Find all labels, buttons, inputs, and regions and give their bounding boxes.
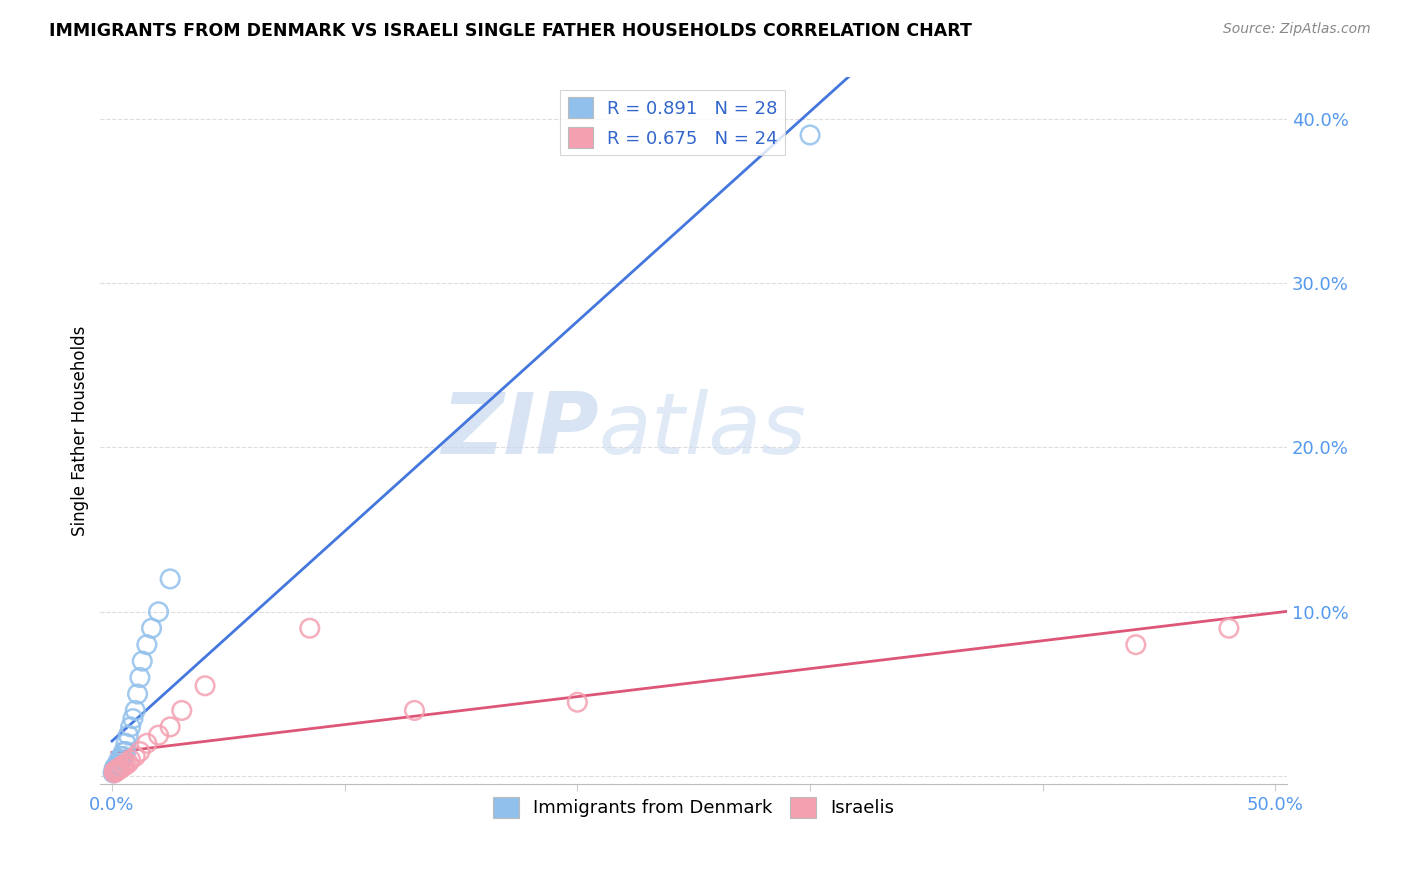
Point (124, 703, 146, 717)
Point (148, 605, 170, 619)
Point (112, 749, 135, 764)
Point (141, 621, 163, 635)
Point (112, 757, 135, 772)
Point (131, 654, 153, 668)
Point (103, 764, 125, 779)
Point (105, 759, 128, 773)
Point (135, 736, 157, 750)
Point (112, 759, 135, 773)
Point (120, 753, 142, 767)
Point (170, 703, 193, 717)
Point (108, 753, 131, 767)
Point (105, 757, 128, 772)
Point (103, 764, 125, 779)
Point (127, 687, 149, 701)
Point (108, 756, 131, 770)
Point (108, 763, 131, 777)
Point (1218, 621, 1240, 635)
Point (1125, 638, 1147, 652)
Point (120, 720, 142, 734)
Point (115, 745, 138, 759)
Point (103, 763, 125, 777)
Point (105, 763, 128, 777)
Point (101, 766, 124, 780)
Text: ZIP: ZIP (441, 390, 599, 473)
Point (122, 712, 145, 726)
Point (108, 757, 131, 772)
Point (103, 766, 125, 780)
Point (110, 749, 132, 764)
Point (105, 761, 128, 775)
Point (194, 679, 217, 693)
Point (105, 764, 128, 779)
Point (112, 745, 135, 759)
Point (108, 761, 131, 775)
Text: IMMIGRANTS FROM DENMARK VS ISRAELI SINGLE FATHER HOUSEHOLDS CORRELATION CHART: IMMIGRANTS FROM DENMARK VS ISRAELI SINGL… (49, 22, 972, 40)
Point (117, 756, 139, 770)
Point (115, 757, 138, 772)
Point (148, 728, 170, 742)
Point (129, 745, 152, 759)
Point (159, 572, 181, 586)
Point (110, 761, 132, 775)
Y-axis label: Single Father Households: Single Father Households (72, 326, 89, 536)
Point (103, 761, 125, 775)
Legend: Immigrants from Denmark, Israelis: Immigrants from Denmark, Israelis (486, 789, 901, 825)
Text: atlas: atlas (599, 390, 807, 473)
Point (567, 695, 589, 709)
Point (135, 638, 157, 652)
Point (110, 753, 132, 767)
Point (117, 728, 139, 742)
Point (129, 671, 152, 685)
Point (404, 703, 426, 717)
Text: Source: ZipAtlas.com: Source: ZipAtlas.com (1223, 22, 1371, 37)
Point (115, 736, 138, 750)
Point (159, 720, 181, 734)
Point (298, 621, 321, 635)
Point (799, 128, 821, 142)
Point (124, 749, 146, 764)
